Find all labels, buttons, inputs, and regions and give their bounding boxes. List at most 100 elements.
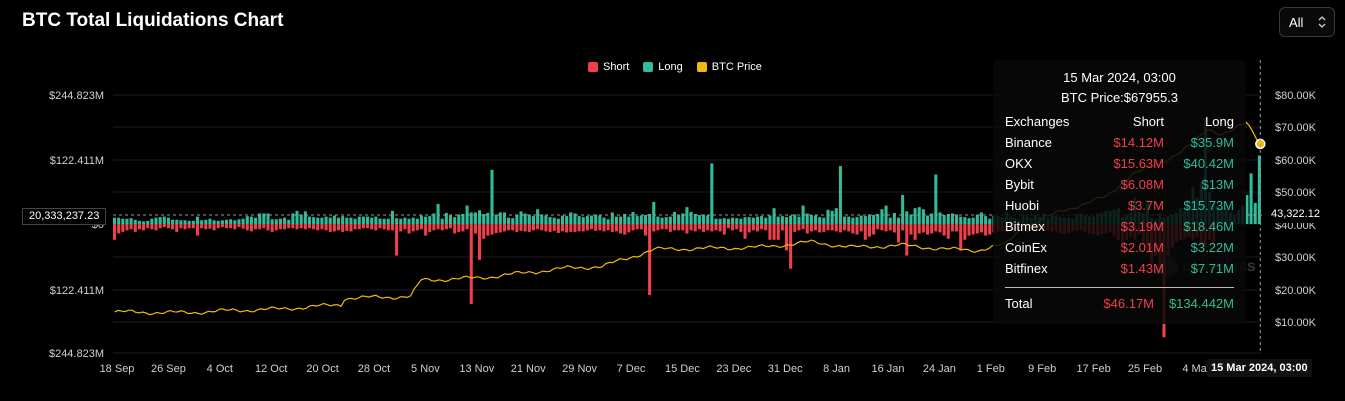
long-bar (341, 216, 345, 224)
long-bar (602, 217, 606, 224)
long-bar (527, 214, 531, 224)
short-bar (594, 224, 598, 231)
short-bar (444, 224, 448, 230)
short-bar (204, 224, 208, 230)
tooltip-short-value: $6.08M (1120, 177, 1164, 192)
long-bar (901, 195, 905, 224)
long-bar (117, 217, 121, 224)
short-bar (664, 224, 668, 230)
short-bar (921, 224, 925, 233)
tooltip-row: Huobi $3.7M $15.73M (1005, 195, 1234, 216)
long-bar (262, 213, 266, 224)
short-bar (428, 224, 432, 232)
short-bar (208, 224, 212, 229)
tooltip-short-value: $3.7M (1127, 198, 1164, 213)
long-bar (706, 215, 710, 224)
right-tick-label: $70.00K (1275, 122, 1317, 134)
short-bar (411, 224, 415, 232)
x-tick-label: 9 Feb (1028, 363, 1056, 375)
short-bar (233, 224, 237, 230)
tooltip-long-value: $18.46M (1183, 219, 1234, 234)
legend-item-long[interactable]: Long (643, 61, 683, 73)
short-bar (295, 224, 299, 230)
long-bar (482, 213, 486, 224)
long-bar (303, 211, 307, 224)
short-bar (693, 224, 697, 232)
short-bar (635, 224, 639, 230)
x-tick-label: 12 Oct (255, 363, 287, 375)
short-bar (619, 224, 623, 234)
long-bar (225, 219, 229, 224)
short-bar (117, 224, 121, 234)
short-bar (490, 224, 494, 235)
short-bar (772, 224, 776, 240)
short-bar (677, 224, 681, 231)
tooltip-total-short: $46.17M (1103, 296, 1154, 311)
short-bar (142, 224, 146, 231)
tooltip-long-value: $3.22M (1190, 240, 1234, 255)
short-bar (784, 224, 789, 251)
long-bar (872, 215, 876, 224)
tooltip-exchange: CoinEx (1005, 240, 1047, 255)
long-bar (814, 215, 818, 224)
long-bar (565, 216, 569, 224)
short-bar (187, 224, 191, 229)
tooltip-header-exchange: Exchanges (1005, 114, 1070, 129)
short-bar (137, 224, 141, 230)
x-tick-label: 24 Jan (923, 363, 956, 375)
short-bar (527, 224, 531, 232)
right-tick-label: $60.00K (1275, 155, 1317, 167)
short-bar (262, 224, 266, 229)
long-bar (619, 216, 623, 224)
short-bar (440, 224, 444, 231)
legend-label-short: Short (603, 61, 630, 73)
short-bar (249, 224, 253, 232)
tooltip-exchange: Huobi (1005, 198, 1039, 213)
tooltip-long-value: $13M (1201, 177, 1234, 192)
tooltip-header-long: Long (1205, 114, 1234, 129)
short-bar (726, 224, 730, 229)
long-bar (909, 214, 913, 224)
long-bar (1245, 195, 1249, 224)
tooltip-short-value: $3.19M (1120, 219, 1164, 234)
short-bar (121, 224, 125, 232)
chart-tooltip: 15 Mar 2024, 03:00 BTC Price:$67955.3 Ex… (993, 60, 1246, 324)
long-bar (241, 218, 245, 224)
long-bar (917, 207, 921, 224)
short-bar (478, 224, 482, 260)
short-bar (577, 224, 581, 232)
left-tick-label: $122.411M (50, 155, 104, 167)
long-bar (519, 211, 523, 224)
long-bar (133, 219, 137, 224)
short-bar (237, 224, 241, 228)
tooltip-exchange: Bybit (1005, 177, 1034, 192)
tooltip-long-value: $35.9M (1190, 135, 1234, 150)
right-tick-label: $50.00K (1275, 187, 1317, 199)
short-bar (722, 224, 726, 235)
short-bar (826, 224, 830, 231)
long-bar (652, 201, 656, 224)
long-bar (399, 218, 403, 224)
short-bar (162, 224, 166, 228)
short-bar (216, 224, 220, 229)
range-select[interactable]: All (1279, 7, 1335, 37)
long-bar (614, 216, 618, 224)
short-bar (581, 224, 585, 232)
legend-swatch-long (643, 62, 654, 72)
x-tick-label: 13 Nov (459, 363, 494, 375)
short-bar (274, 224, 278, 231)
long-bar (880, 209, 884, 224)
long-bar (386, 218, 390, 224)
short-bar (540, 224, 544, 231)
long-bar (851, 217, 855, 224)
short-bar (125, 224, 129, 231)
short-bar (867, 224, 871, 237)
long-bar (191, 220, 195, 224)
legend-item-btc-price[interactable]: BTC Price (696, 61, 762, 73)
x-tick-label: 15 Dec (665, 363, 700, 375)
long-bar (859, 215, 863, 224)
short-bar (689, 224, 693, 231)
long-bar (681, 213, 685, 224)
legend-item-short[interactable]: Short (588, 61, 629, 73)
short-bar (963, 224, 967, 240)
